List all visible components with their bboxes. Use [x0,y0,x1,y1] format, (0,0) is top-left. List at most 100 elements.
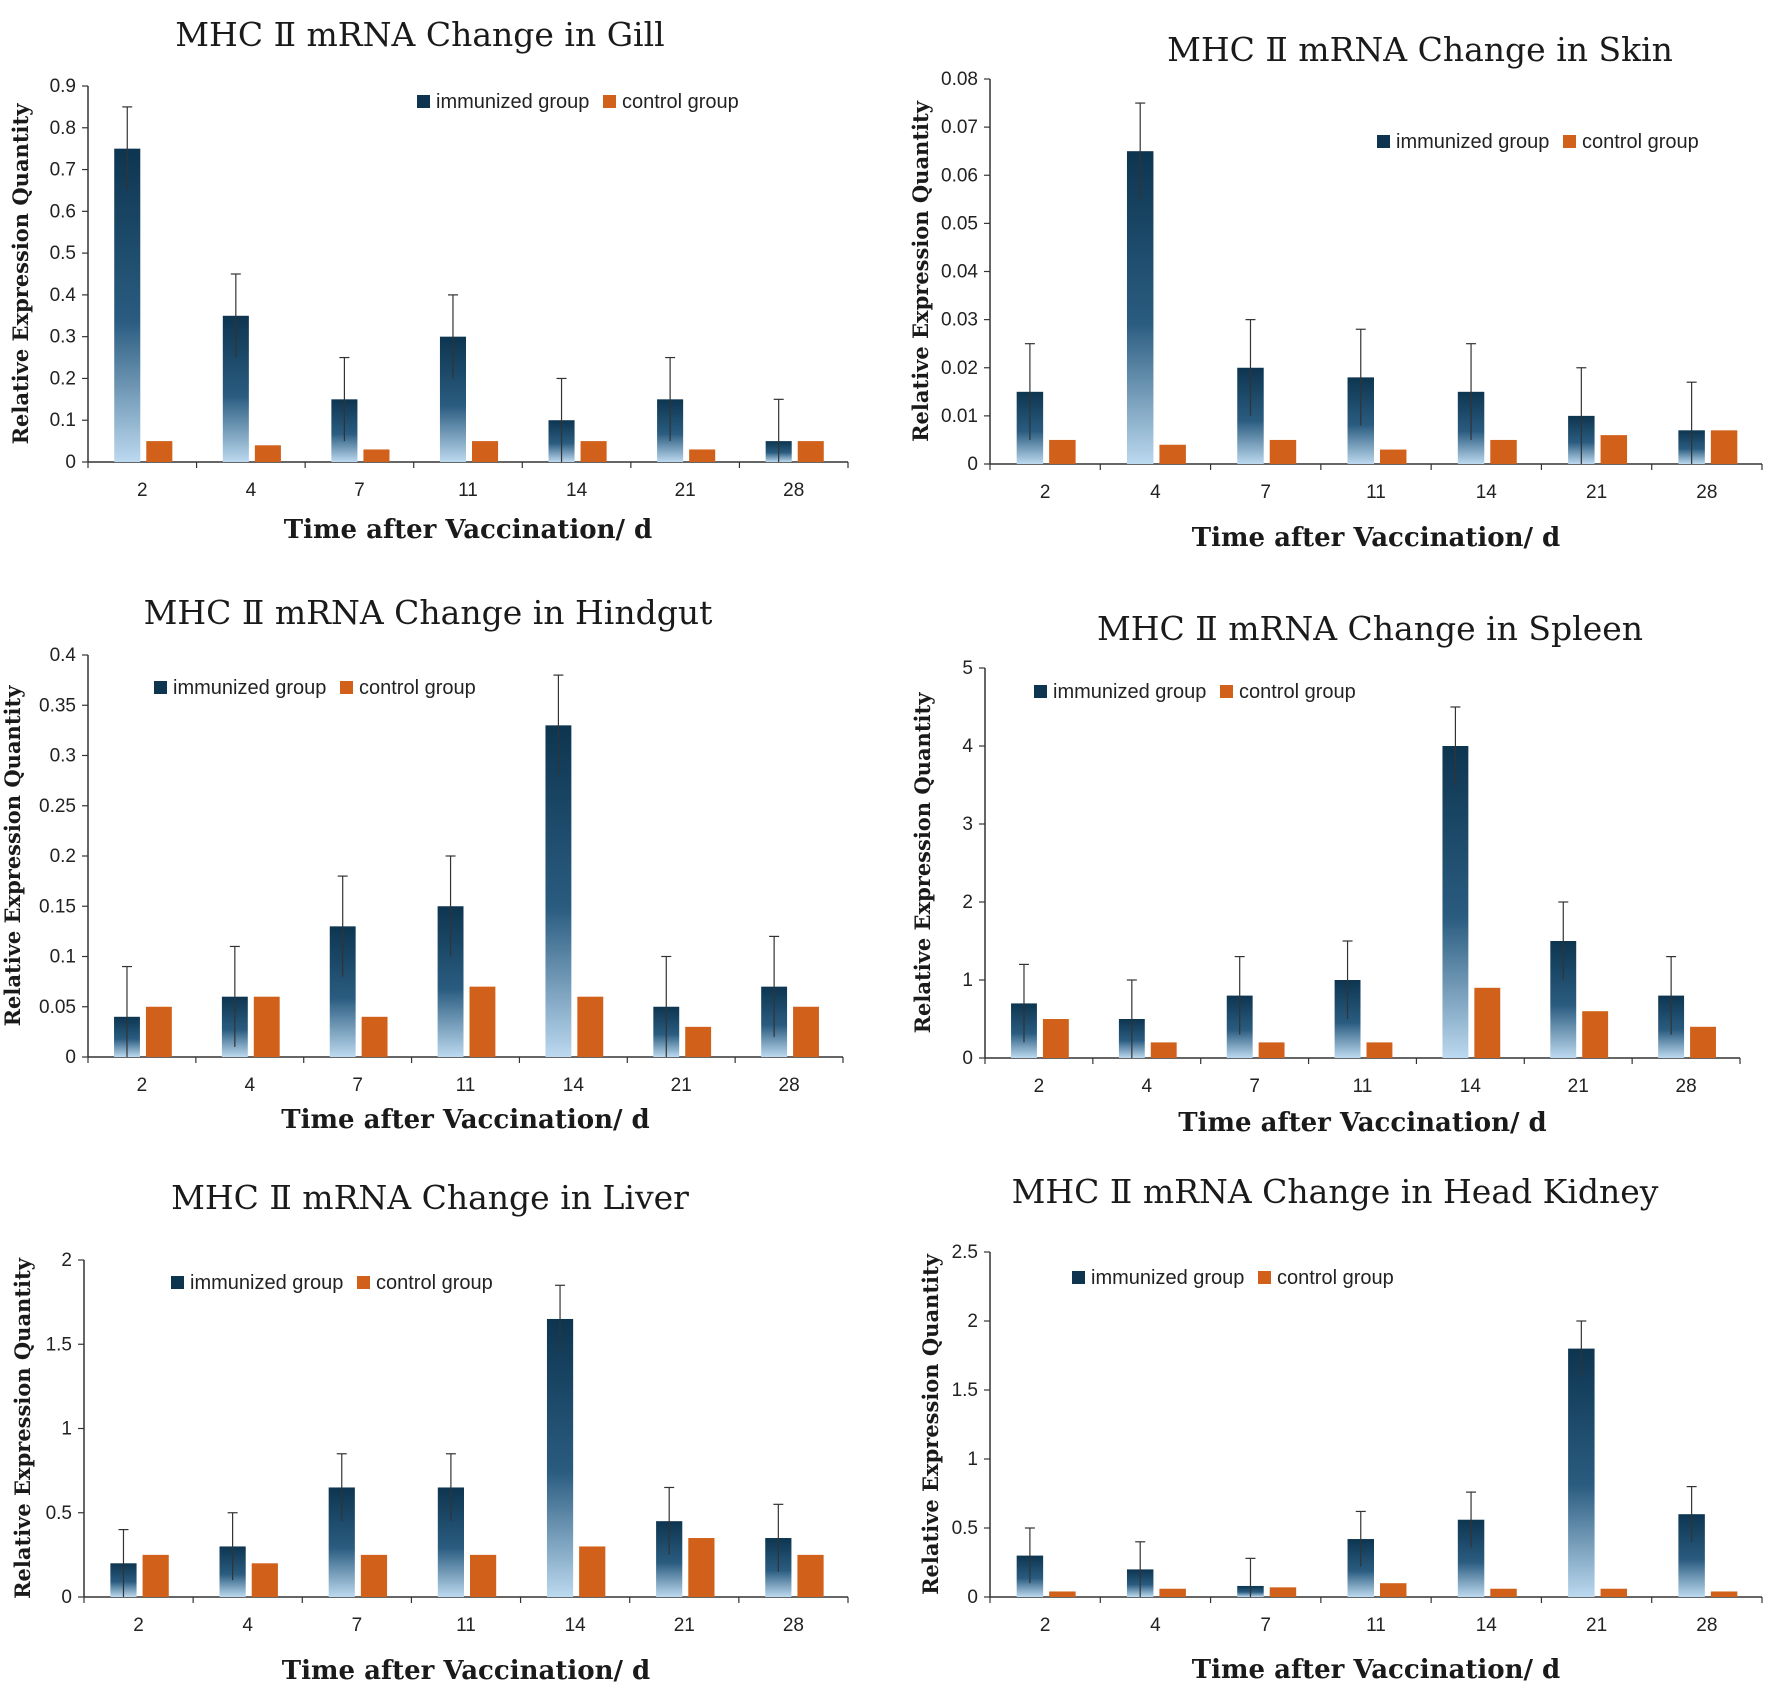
bar-control-28 [797,441,824,462]
x-tick-label: 14 [1476,482,1498,503]
legend-swatch-control [603,95,616,108]
legend-label-immunized: immunized group [436,91,589,113]
legend: immunized group control group [171,1272,493,1294]
y-tick-label: 0.4 [50,645,77,666]
bar-immunized-2 [114,148,141,462]
x-tick-label: 28 [1696,482,1717,503]
chart-panel-3: MHC Ⅱ mRNA Change in Spleen Relative Expr… [910,609,1741,1138]
bar-control-21 [1582,1011,1609,1058]
x-tick-label: 7 [352,1615,363,1636]
bar-control-4 [1150,1042,1177,1058]
bar-control-28 [797,1554,824,1597]
x-tick-label: 2 [137,1075,148,1096]
legend-label-control: control group [1582,131,1699,153]
legend: immunized group control group [1377,131,1699,153]
legend: immunized group control group [1072,1267,1394,1289]
bar-control-21 [685,1026,712,1057]
bar-control-7 [1269,1587,1297,1597]
bar-immunized-14 [1442,746,1469,1058]
y-tick-label: 0 [61,1587,72,1608]
y-tick-label: 0.9 [50,76,76,97]
bar-control-4 [254,445,281,462]
legend-swatch-immunized [1377,135,1390,148]
bar-immunized-21 [1568,1348,1595,1597]
bar-control-21 [1600,435,1628,464]
x-tick-label: 28 [783,1615,804,1636]
x-tick-label: 21 [1568,1076,1589,1097]
bar-control-7 [360,1554,388,1597]
x-tick-label: 14 [566,480,588,501]
bar-control-7 [1269,439,1297,464]
x-tick-label: 28 [1696,1615,1717,1636]
bar-control-2 [146,441,173,462]
legend-swatch-control [1563,135,1576,148]
x-axis-label: Time after Vaccination/ d [1192,523,1560,553]
bar-control-21 [1600,1588,1628,1597]
bar-control-14 [580,441,607,462]
y-tick-label: 1.5 [952,1380,978,1401]
y-tick-label: 0.3 [50,746,76,767]
legend-label-control: control group [359,677,476,699]
legend-label-immunized: immunized group [1091,1267,1244,1289]
bar-control-14 [1490,439,1517,464]
x-tick-label: 11 [456,1615,476,1636]
legend-label-immunized: immunized group [1053,681,1206,703]
x-tick-label: 7 [352,1075,363,1096]
chart-title: MHC Ⅱ mRNA Change in Spleen [1097,609,1643,648]
y-tick-label: 0.05 [941,213,978,234]
bar-control-7 [1258,1042,1285,1058]
x-axis-label: Time after Vaccination/ d [1178,1108,1546,1138]
chart-panel-2: MHC Ⅱ mRNA Change in Hindgut Relative Exp… [0,593,844,1135]
x-axis-label: Time after Vaccination/ d [282,1656,650,1686]
y-axis-label: Relative Expression Quantity [908,100,933,442]
y-tick-label: 1 [967,1449,978,1470]
y-tick-label: 0.03 [941,310,978,331]
chart-title: MHC Ⅱ mRNA Change in Skin [1167,30,1673,69]
x-tick-label: 21 [1586,482,1607,503]
y-tick-label: 0.1 [50,410,76,431]
bar-control-11 [1380,1583,1407,1597]
x-tick-label: 4 [242,1615,253,1636]
chart-title: MHC Ⅱ mRNA Change in Liver [171,1178,689,1217]
bar-control-2 [1049,1591,1076,1597]
y-tick-label: 0.02 [941,358,978,379]
x-tick-label: 28 [783,480,804,501]
bar-control-14 [1474,987,1501,1058]
legend-swatch-immunized [1034,685,1047,698]
legend-swatch-control [1220,685,1233,698]
legend-swatch-control [1258,1271,1271,1284]
bar-control-2 [145,1006,172,1057]
x-tick-label: 14 [565,1615,587,1636]
y-tick-label: 2 [967,1311,978,1332]
y-tick-label: 0.8 [50,118,76,139]
legend-label-control: control group [1239,681,1356,703]
x-tick-label: 4 [246,480,257,501]
chart-panel-0: MHC Ⅱ mRNA Change in Gill Relative Expres… [8,15,849,545]
y-tick-label: 0.1 [50,947,76,968]
y-tick-label: 0.5 [50,243,76,264]
x-tick-label: 21 [1586,1615,1607,1636]
x-tick-label: 4 [1150,1615,1161,1636]
y-axis-label: Relative Expression Quantity [918,1253,943,1595]
y-tick-label: 0.06 [941,165,978,186]
y-tick-label: 1 [61,1419,72,1440]
chart-panel-5: MHC Ⅱ mRNA Change in Head Kidney Relative… [918,1172,1763,1685]
x-tick-label: 2 [133,1615,144,1636]
bar-control-21 [689,449,716,462]
bar-control-11 [1366,1042,1393,1058]
legend-label-control: control group [1277,1267,1394,1289]
x-tick-label: 11 [1366,1615,1386,1636]
y-tick-label: 0 [65,452,76,473]
legend-swatch-immunized [171,1276,184,1289]
legend-swatch-control [340,681,353,694]
x-tick-label: 7 [354,480,365,501]
y-tick-label: 1.5 [46,1334,72,1355]
x-tick-label: 4 [1150,482,1161,503]
bar-control-14 [577,996,604,1057]
x-tick-label: 2 [137,480,148,501]
chart-panel-1: MHC Ⅱ mRNA Change in Skin Relative Expres… [908,30,1763,553]
x-tick-label: 2 [1040,1615,1051,1636]
x-tick-label: 14 [563,1075,585,1096]
x-tick-label: 4 [244,1075,255,1096]
x-tick-label: 11 [456,1075,476,1096]
